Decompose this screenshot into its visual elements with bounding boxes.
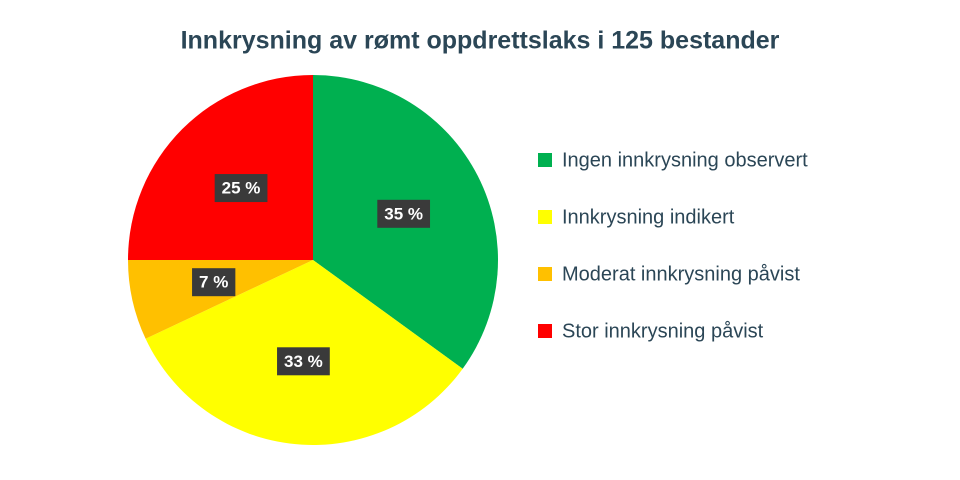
legend-swatch bbox=[538, 324, 552, 338]
legend-label: Stor innkrysning påvist bbox=[562, 320, 764, 342]
pie-slice bbox=[128, 260, 313, 339]
value-label: 25 % bbox=[222, 179, 261, 198]
legend-swatch bbox=[538, 210, 552, 224]
legend-label: Innkrysning indikert bbox=[562, 206, 735, 228]
pie-slice bbox=[128, 75, 313, 260]
value-label-box bbox=[214, 174, 268, 203]
value-label: 7 % bbox=[199, 273, 228, 292]
value-label: 35 % bbox=[384, 204, 423, 223]
value-label-box bbox=[192, 268, 236, 297]
legend-label: Moderat innkrysning påvist bbox=[562, 263, 800, 285]
legend-label: Ingen innkrysning observert bbox=[562, 149, 808, 171]
value-label: 33 % bbox=[284, 352, 323, 371]
value-label-box bbox=[377, 199, 431, 228]
chart-title: Innkrysning av rømt oppdrettslaks i 125 … bbox=[181, 27, 780, 55]
value-label-box bbox=[277, 347, 330, 376]
legend-swatch bbox=[538, 153, 552, 167]
legend-swatch bbox=[538, 267, 552, 281]
